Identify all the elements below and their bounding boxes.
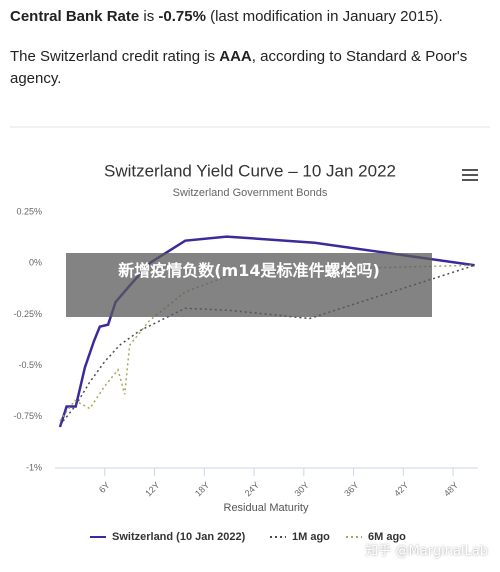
x-tick-label: 42Y — [392, 480, 410, 498]
watermark: 知乎 @MarginalLab — [365, 544, 488, 559]
x-tick-label: 24Y — [243, 480, 261, 498]
rate-text: Central Bank Rate is -0.75% (last modifi… — [10, 6, 490, 28]
bold: AAA — [219, 48, 252, 65]
y-tick-label: -1% — [26, 462, 42, 472]
x-tick-label: 12Y — [143, 480, 161, 498]
x-tick-label: 30Y — [293, 480, 311, 498]
chart-subtitle: Switzerland Government Bonds — [173, 187, 328, 199]
x-tick-label: 6Y — [97, 480, 112, 495]
rating-text: The Switzerland credit rating is AAA, ac… — [10, 46, 490, 90]
y-tick-label: 0.25% — [16, 206, 42, 216]
y-tick-label: -0.75% — [13, 411, 42, 421]
overlay-caption: 新增疫情负数(m14是标准件螺栓吗) — [66, 253, 432, 317]
series-line — [59, 264, 475, 422]
text: is — [139, 8, 159, 25]
y-tick-label: 0% — [29, 258, 42, 268]
bold: -0.75% — [158, 8, 206, 25]
legend-label: Switzerland (10 Jan 2022) — [112, 531, 246, 543]
x-tick-label: 18Y — [193, 480, 211, 498]
bold: Central Bank Rate — [10, 8, 140, 25]
x-tick-label: 48Y — [442, 480, 460, 498]
text: (last modification in January 2015). — [205, 8, 443, 25]
legend-label: 1M ago — [292, 531, 330, 543]
x-tick-label: 36Y — [342, 480, 360, 498]
chart-title: Switzerland Yield Curve – 10 Jan 2022 — [104, 161, 396, 180]
y-tick-label: -0.25% — [13, 309, 42, 319]
text: , according to Standard & Poor's agency. — [10, 48, 468, 87]
menu-icon[interactable] — [462, 169, 478, 181]
y-tick-label: -0.5% — [18, 360, 42, 370]
legend-label: 6M ago — [368, 531, 406, 543]
x-axis-title: Residual Maturity — [224, 502, 309, 514]
text: The Switzerland credit rating is — [10, 48, 220, 65]
